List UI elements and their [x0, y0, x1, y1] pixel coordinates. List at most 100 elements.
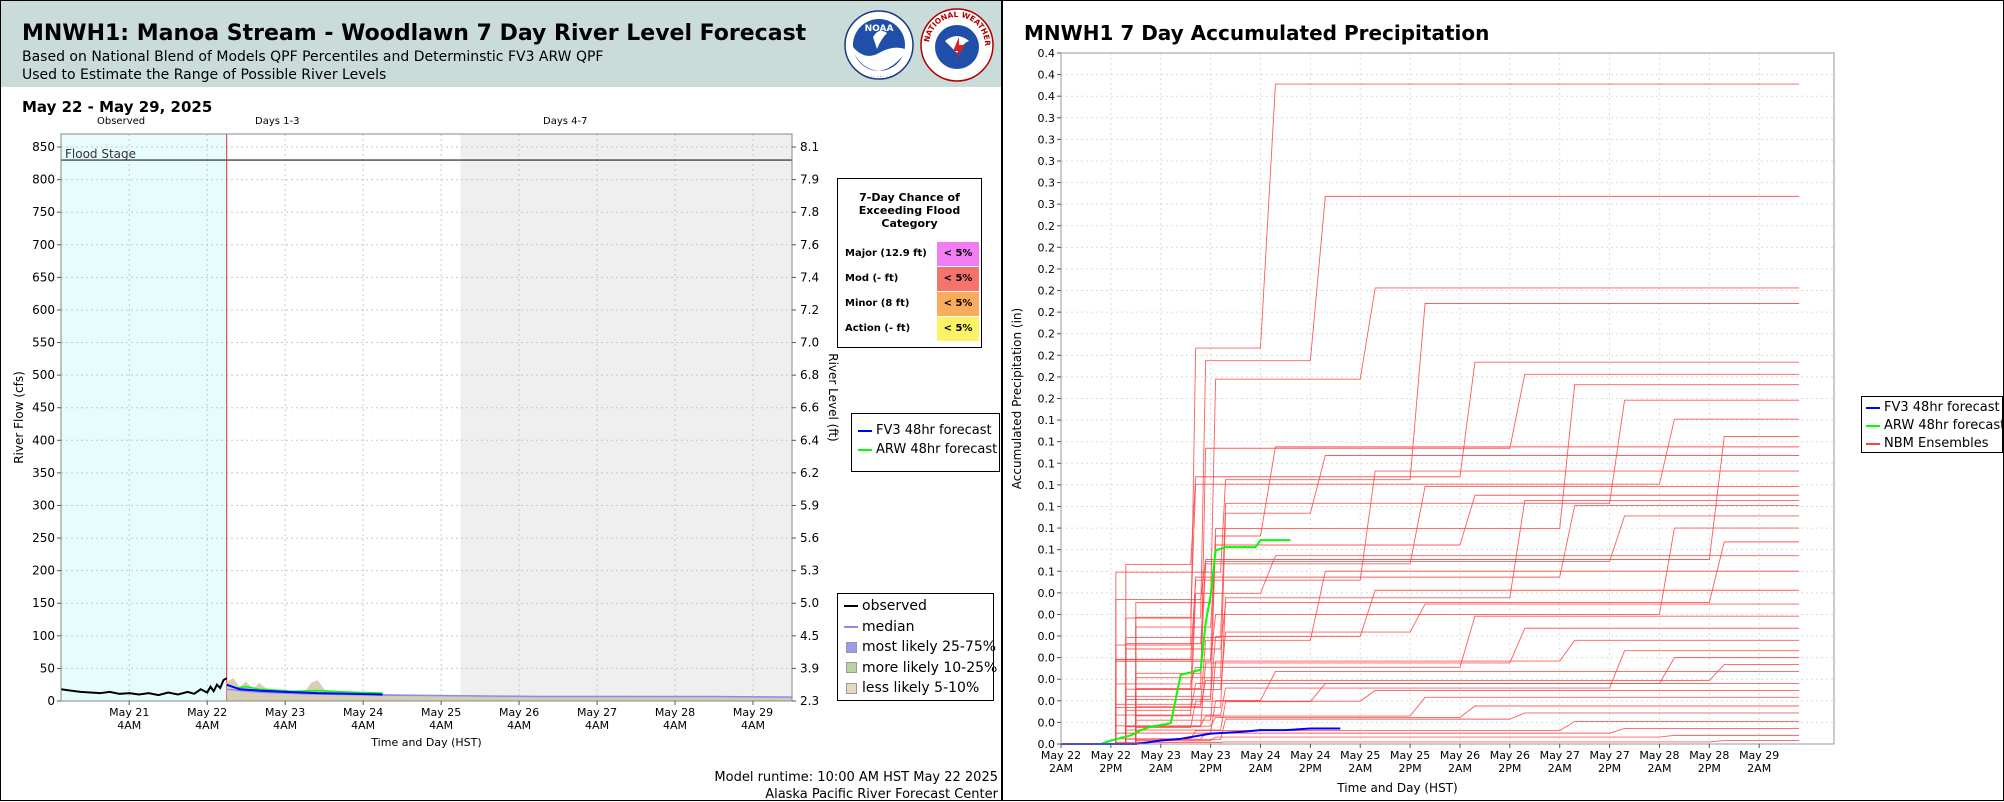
- y-tick-label: 50: [40, 661, 55, 675]
- y-tick-label: 0.1: [1038, 436, 1056, 449]
- x-tick-label-time: 4AM: [741, 719, 765, 732]
- x-tick-label-time: 2PM: [1199, 762, 1222, 775]
- y2-tick-label: 7.9: [800, 173, 819, 187]
- x-tick-label-day: May 25: [421, 706, 461, 719]
- x-axis-label: Time and Day (HST): [370, 736, 481, 749]
- y-tick-label: 0.3: [1038, 198, 1056, 211]
- x-axis-label: Time and Day (HST): [1336, 781, 1457, 795]
- flood-chance-table: 7-Day Chance of Exceeding Flood Category…: [837, 178, 982, 348]
- y-tick-label: 0.1: [1038, 457, 1056, 470]
- legend-label: ARW 48hr forecast: [876, 442, 998, 457]
- y2-tick-label: 5.3: [800, 564, 819, 578]
- y-tick-label: 0.2: [1038, 220, 1056, 233]
- arw-forecast-line: [226, 684, 383, 694]
- y-tick-label: 850: [32, 140, 55, 154]
- y-tick-label: 0.1: [1038, 544, 1056, 557]
- flood-category-chance: < 5%: [937, 292, 979, 316]
- x-tick-label-time: 4AM: [273, 719, 297, 732]
- legend-label: observed: [862, 598, 927, 614]
- y-tick-label: 0.2: [1038, 349, 1056, 362]
- y-tick-label: 200: [32, 564, 55, 578]
- x-tick-label-day: May 22: [1041, 749, 1081, 762]
- flood-category-label: Minor (8 ft): [845, 298, 910, 309]
- legend-label: most likely 25-75%: [862, 639, 997, 655]
- x-tick-label-day: May 28: [1639, 749, 1679, 762]
- y-tick-label: 0.0: [1038, 587, 1056, 600]
- flood-category-chance: < 5%: [937, 317, 979, 341]
- forecast-title: MNWH1: Manoa Stream - Woodlawn 7 Day Riv…: [22, 21, 807, 46]
- section-days-4-7: Days 4-7: [543, 116, 588, 127]
- y2-tick-label: 8.1: [800, 140, 819, 154]
- x-tick-label-day: May 25: [1340, 749, 1380, 762]
- y-tick-label: 0.4: [1038, 90, 1056, 103]
- y2-tick-label: 7.6: [800, 238, 819, 252]
- forecast-subtitle-2: Used to Estimate the Range of Possible R…: [22, 67, 387, 83]
- flood-chance-title: 7-Day Chance of Exceeding Flood Category: [858, 191, 961, 230]
- x-tick-label-day: May 29: [733, 706, 773, 719]
- probability-legend-item: median: [844, 619, 914, 635]
- y-tick-label: 0.1: [1038, 500, 1056, 513]
- y-tick-label: 0.0: [1038, 673, 1056, 686]
- x-tick-label-time: 4AM: [663, 719, 687, 732]
- legend-label: FV3 48hr forecast: [876, 423, 992, 438]
- river-forecast-panel: MNWH1: Manoa Stream - Woodlawn 7 Day Riv…: [0, 0, 1002, 801]
- fv3-precip-line: [1061, 727, 1341, 745]
- y-tick-label: 0.2: [1038, 393, 1056, 406]
- precip-title: MNWH1 7 Day Accumulated Precipitation: [1024, 21, 1490, 45]
- plot-frame: [60, 133, 793, 702]
- x-tick-label-time: 2PM: [1399, 762, 1422, 775]
- x-tick-label-day: May 23: [265, 706, 305, 719]
- x-tick-label-time: 2AM: [1747, 762, 1771, 775]
- y-tick-label: 550: [32, 336, 55, 350]
- x-tick-label-day: May 27: [1540, 749, 1580, 762]
- x-tick-label-time: 2PM: [1698, 762, 1721, 775]
- forecast-header: MNWH1: Manoa Stream - Woodlawn 7 Day Riv…: [1, 1, 1001, 87]
- x-tick-label-day: May 24: [343, 706, 383, 719]
- flood-category-label: Action (- ft): [845, 323, 911, 334]
- y-tick-label: 0.2: [1038, 241, 1056, 254]
- y2-axis-label: River Level (ft): [826, 353, 840, 441]
- y-tick-label: 700: [32, 238, 55, 252]
- x-tick-label-time: 4AM: [585, 719, 609, 732]
- y-tick-label: 0.2: [1038, 306, 1056, 319]
- x-tick-label-day: May 28: [655, 706, 695, 719]
- median-line: [226, 688, 793, 698]
- x-tick-label-day: May 25: [1390, 749, 1430, 762]
- model-legend: FV3 48hr forecast ARW 48hr forecast: [851, 413, 1000, 472]
- x-tick-label-time: 2AM: [1548, 762, 1572, 775]
- x-tick-label-time: 4AM: [351, 719, 375, 732]
- nbm-ensemble-line: [1095, 499, 1800, 745]
- legend-swatch: [844, 605, 858, 607]
- y-tick-label: 0.3: [1038, 112, 1056, 125]
- y-tick-label: 0.0: [1038, 652, 1056, 665]
- y-tick-label: 0: [47, 694, 55, 708]
- y-tick-label: 0.3: [1038, 133, 1056, 146]
- flood-category-label: Mod (- ft): [845, 273, 899, 284]
- legend-label: NBM Ensembles: [1884, 436, 1989, 451]
- y2-tick-label: 2.3: [800, 694, 819, 708]
- x-tick-label-time: 2AM: [1647, 762, 1671, 775]
- x-tick-label-time: 4AM: [429, 719, 453, 732]
- y2-tick-label: 7.8: [800, 205, 819, 219]
- fv3-forecast-line: [226, 683, 383, 696]
- legend-swatch: [858, 448, 872, 451]
- river-flow-chart: Flood Stage 0 50 100 150 200 250 300 350 400 450 50…: [12, 133, 840, 749]
- noaa-logo: NOAA · · · · · · · ·: [844, 10, 914, 80]
- x-tick-label-day: May 26: [1440, 749, 1480, 762]
- x-tick-label-day: May 27: [577, 706, 617, 719]
- x-tick-label-time: 2PM: [1498, 762, 1521, 775]
- model-legend-item: FV3 48hr forecast: [858, 423, 992, 439]
- legend-label: median: [862, 618, 915, 635]
- y-tick-label: 400: [32, 433, 55, 447]
- legend-swatch: [1866, 406, 1880, 409]
- y-tick-label: 0.0: [1038, 695, 1056, 708]
- nws-logo: NATIONAL WEATHER SERVICE: [919, 7, 994, 82]
- observed-region: [61, 134, 227, 701]
- nbm-ensemble-line: [1095, 664, 1800, 745]
- date-range: May 22 - May 29, 2025: [22, 98, 213, 116]
- legend-swatch: [844, 625, 858, 628]
- nbm-ensemble-line: [1095, 494, 1800, 745]
- x-tick-label-day: May 28: [1689, 749, 1729, 762]
- legend-swatch: [1866, 442, 1880, 445]
- flood-category-chance: < 5%: [937, 242, 979, 266]
